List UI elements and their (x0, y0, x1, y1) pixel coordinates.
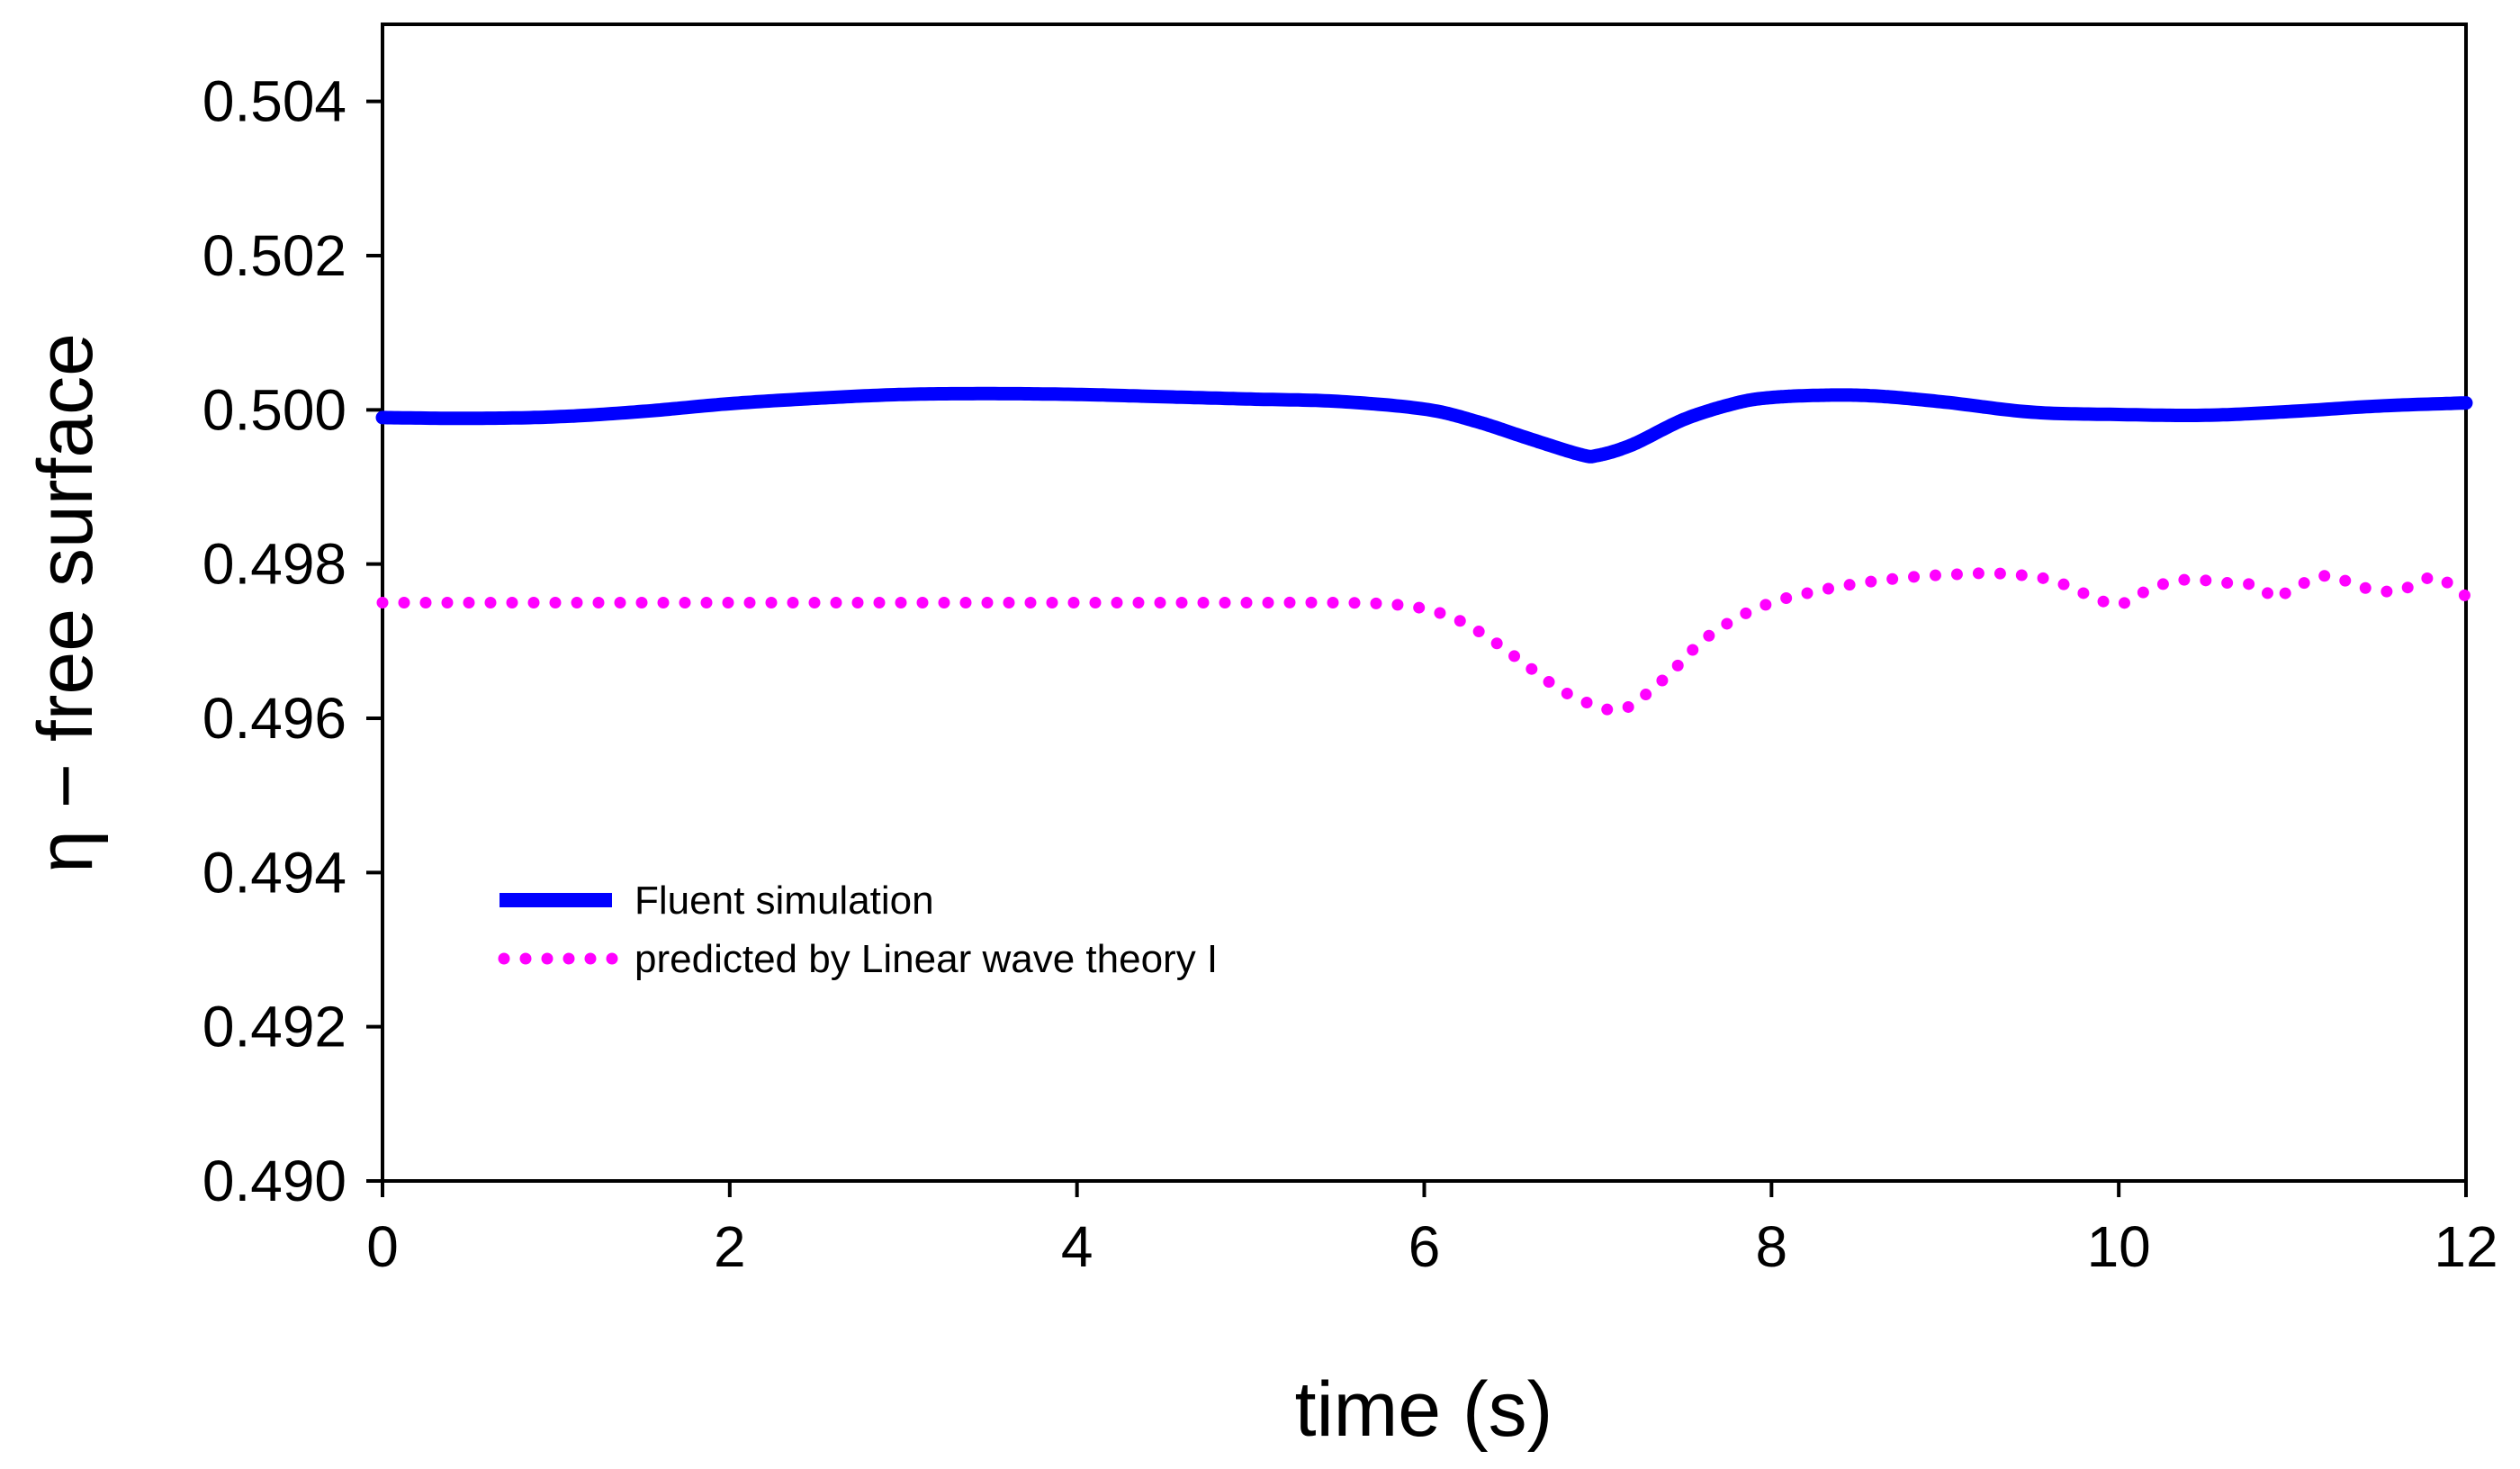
x-tick-label: 2 (714, 1214, 746, 1279)
y-tick-label: 0.492 (202, 995, 346, 1059)
x-axis-title: time (s) (1295, 1366, 1553, 1453)
legend-swatch-linear-wave-theory (498, 952, 618, 965)
series-layer (375, 386, 2473, 716)
plot-frame (381, 23, 2468, 1183)
y-tick-label: 0.498 (202, 532, 346, 597)
y-tick-label: 0.490 (202, 1149, 346, 1213)
legend-dot (498, 952, 510, 965)
y-tick-label: 0.502 (202, 223, 346, 288)
x-axis-ticks: 0 2 4 6 8 10 12 (366, 1181, 2498, 1279)
x-tick-label: 10 (2087, 1214, 2151, 1279)
legend-dot (541, 952, 554, 965)
x-tick-label: 0 (366, 1214, 399, 1279)
series-fluent-simulation-line (375, 386, 2473, 464)
legend-label-fluent-simulation: Fluent simulation (634, 879, 934, 923)
y-tick-label: 0.496 (202, 686, 346, 751)
legend-dot (606, 952, 618, 965)
y-tick-label: 0.494 (202, 840, 346, 905)
x-tick-label: 8 (1756, 1214, 1788, 1279)
x-tick-label: 4 (1061, 1214, 1094, 1279)
legend-label-linear-wave-theory: predicted by Linear wave theory I (634, 937, 1218, 981)
x-tick-label: 12 (2434, 1214, 2498, 1279)
y-axis-ticks: 0.490 0.492 0.494 0.496 0.498 0.500 0.502 0.504 (202, 69, 382, 1213)
series-predicted-by-linear-wave-theory-i-line (376, 567, 2472, 716)
y-tick-label: 0.500 (202, 377, 346, 442)
legend-dot (519, 952, 532, 965)
legend-dot (562, 952, 575, 965)
legend-dot (584, 952, 597, 965)
y-axis-title: η − free surface (22, 333, 109, 873)
y-tick-label: 0.504 (202, 69, 346, 134)
legend: Fluent simulation predicted by Linear wa… (498, 879, 1218, 981)
x-tick-label: 6 (1408, 1214, 1441, 1279)
